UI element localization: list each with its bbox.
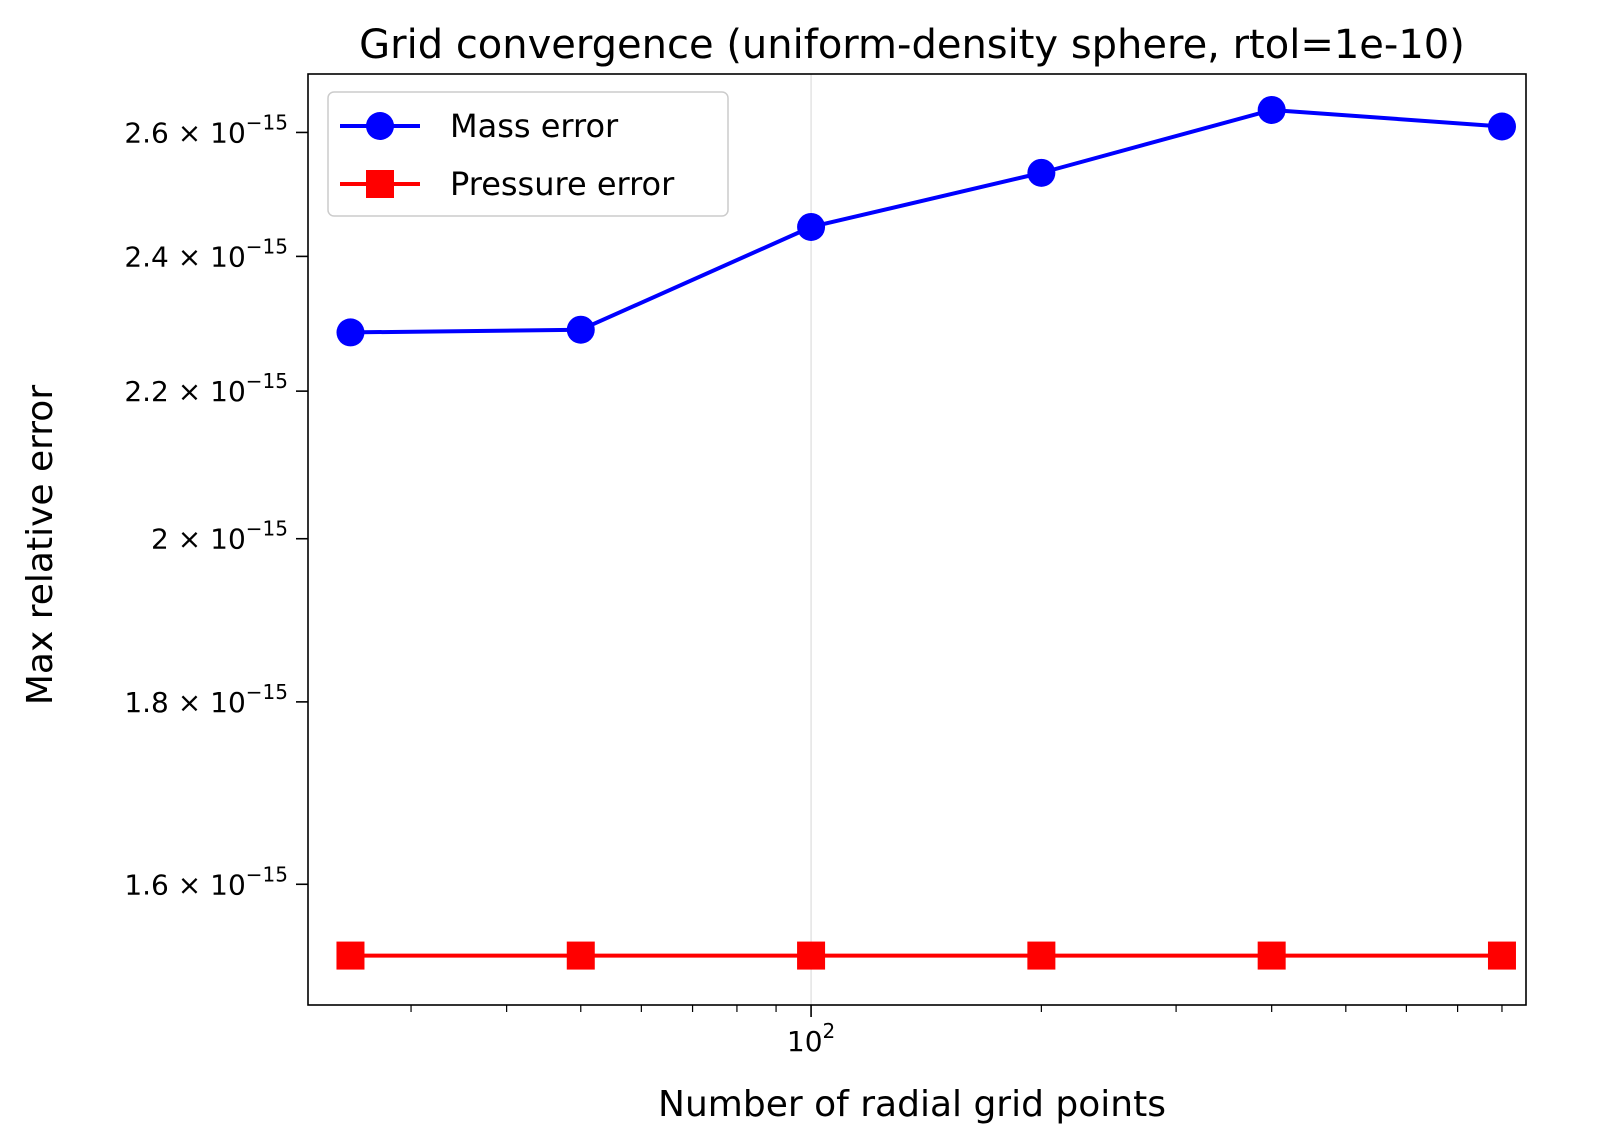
y-tick-mantissa: 2: [151, 523, 169, 556]
pressure-error-point: [1487, 941, 1516, 970]
x-tick-base: 10: [787, 1025, 823, 1058]
y-tick-base: 10: [210, 375, 246, 408]
y-tick-base: 10: [210, 240, 246, 273]
y-tick-label: 2.4 × 10−15: [124, 234, 288, 273]
y-tick-base: 10: [210, 686, 246, 719]
y-tick-times: ×: [169, 116, 210, 149]
legend-entry-pressure-error: Pressure error: [340, 165, 675, 203]
x-axis-label: Number of radial grid points: [658, 1084, 1166, 1125]
y-tick-times: ×: [169, 240, 210, 273]
mass-error-point: [1487, 112, 1516, 141]
y-tick-exponent: −15: [246, 517, 288, 541]
chart-title: Grid convergence (uniform-density sphere…: [359, 22, 1465, 68]
x-tick-label: 102: [787, 1019, 835, 1058]
y-tick-times: ×: [169, 868, 210, 901]
y-tick-base: 10: [210, 868, 246, 901]
y-tick-label: 1.6 × 10−15: [124, 862, 288, 901]
legend-marker: [366, 112, 394, 140]
mass-error-point: [797, 212, 826, 241]
y-tick-times: ×: [169, 375, 210, 408]
pressure-error-series: [336, 941, 1516, 970]
pressure-error-point: [1027, 941, 1056, 970]
pressure-error-point: [797, 941, 826, 970]
y-tick-base: 10: [210, 523, 246, 556]
mass-error-point: [1257, 95, 1286, 124]
y-tick-times: ×: [169, 686, 210, 719]
pressure-error-point: [1257, 941, 1286, 970]
y-tick-base: 10: [210, 116, 246, 149]
mass-error-line: [350, 107, 1503, 335]
y-tick-mantissa: 2.2: [124, 375, 169, 408]
series-layer: [336, 95, 1516, 970]
pressure-error-point: [566, 941, 595, 970]
y-tick-exponent: −15: [246, 680, 288, 704]
y-tick-times: ×: [169, 523, 210, 556]
y-tick-label: 1.8 × 10−15: [124, 680, 288, 719]
legend-entry-mass-error: Mass error: [340, 107, 619, 145]
y-tick-mantissa: 2.4: [124, 240, 169, 273]
y-tick-mantissa: 2.6: [124, 116, 169, 149]
y-tick-label: 2.2 × 10−15: [124, 369, 288, 408]
x-tick-exponent: 2: [823, 1019, 836, 1043]
y-tick-exponent: −15: [246, 234, 288, 258]
legend-marker: [366, 170, 394, 198]
mass-error-point: [566, 315, 595, 344]
y-tick-mantissa: 1.6: [124, 868, 169, 901]
y-axis-label: Max relative error: [20, 385, 61, 705]
mass-error-point: [336, 318, 365, 347]
legend-label: Pressure error: [450, 165, 675, 203]
legend-label: Mass error: [450, 107, 619, 145]
mass-error-series: [336, 95, 1516, 347]
y-tick-mantissa: 1.8: [124, 686, 169, 719]
legend-box: [327, 91, 729, 217]
legend: Mass error Pressure error: [327, 91, 729, 217]
y-tick-label: 2.6 × 10−15: [124, 110, 288, 149]
y-tick-label: 2 × 10−15: [151, 517, 288, 556]
y-tick-exponent: −15: [246, 862, 288, 886]
y-tick-exponent: −15: [246, 110, 288, 134]
x-axis-ticks: 102: [410, 1005, 1503, 1058]
y-axis-ticks: 1.6 × 10−151.8 × 10−152 × 10−152.2 × 10−…: [124, 110, 308, 901]
mass-error-point: [1027, 158, 1056, 187]
y-tick-exponent: −15: [246, 369, 288, 393]
pressure-error-point: [336, 941, 365, 970]
